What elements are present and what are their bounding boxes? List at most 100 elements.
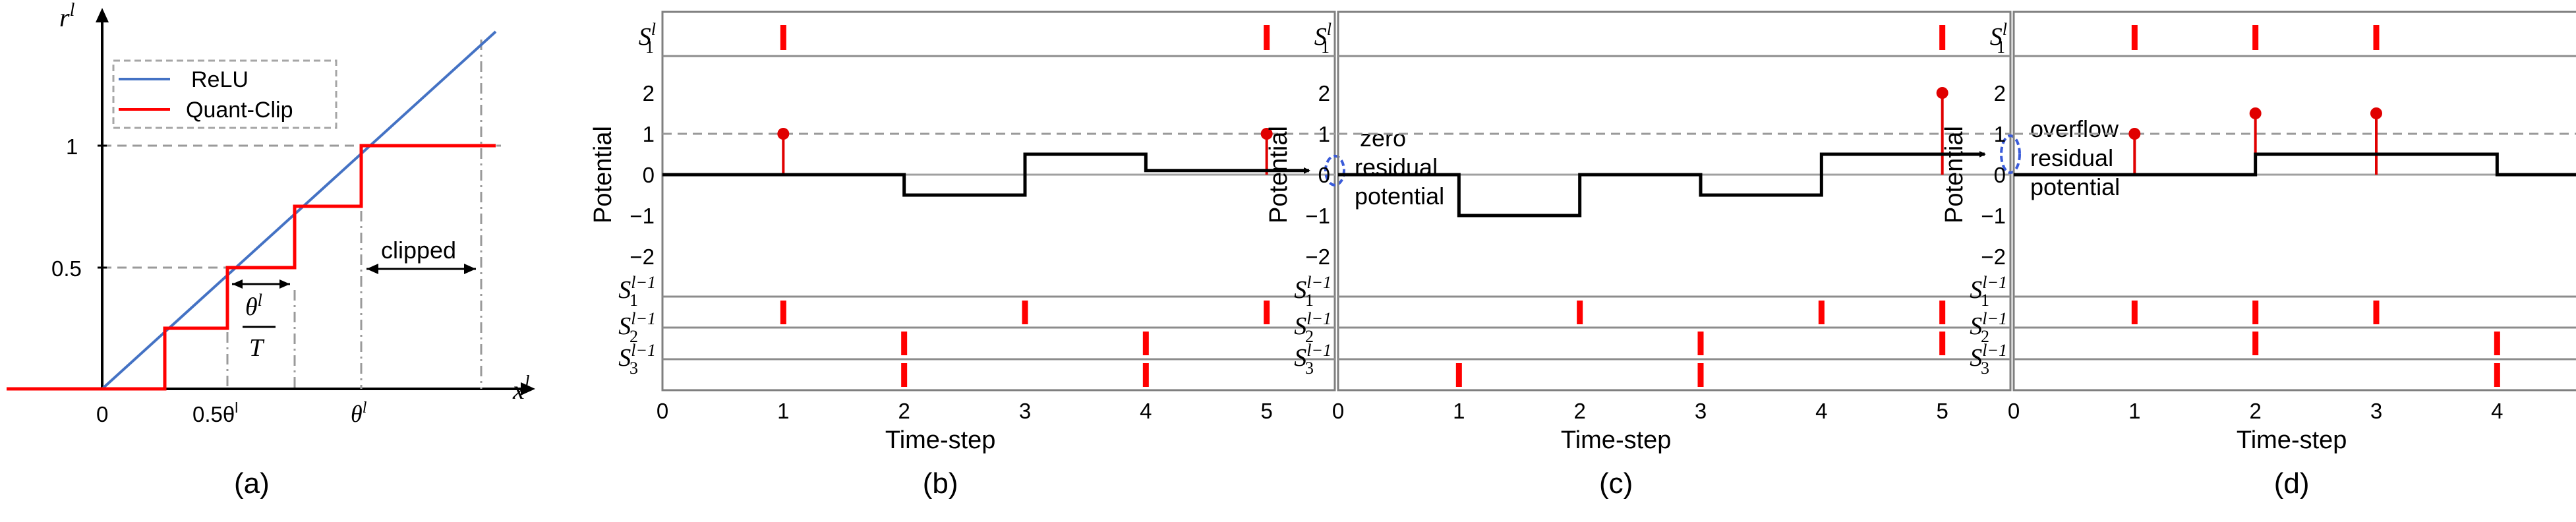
- input-spike: [2494, 363, 2500, 387]
- input-spike: [1697, 332, 1704, 355]
- membrane-potential-line: [662, 152, 1310, 197]
- output-spike-row-label: Sl 1: [1990, 20, 2007, 57]
- panel-a-legend-relu-label: ReLU: [191, 67, 249, 92]
- annotation-line: residual: [2030, 144, 2113, 171]
- y-tick-label: −1: [1305, 204, 1330, 228]
- panel-caption: (c): [1599, 467, 1633, 500]
- membrane-potential-line: [2014, 152, 2576, 177]
- x-tick-label: 4: [1140, 399, 1152, 423]
- potential-axis-label: Potential: [1941, 126, 1968, 223]
- panel-a-legend-box: [112, 59, 337, 129]
- input-spike: [2494, 332, 2500, 355]
- x-tick-label: 4: [1815, 399, 1827, 423]
- x-tick-label: 3: [1695, 399, 1707, 423]
- residual-marker-ellipse: [2000, 134, 2021, 174]
- input-row-label: Sl−1 1: [618, 273, 656, 310]
- panel-a-xtick-theta-label: θl: [351, 399, 367, 427]
- input-row-label: Sl−1 3: [1970, 341, 2007, 378]
- output-spike-row-label: Sl 1: [1314, 20, 1332, 57]
- input-row-label: Sl−1 2: [1970, 309, 2007, 346]
- panel-b: Sl 1 2 1 0 −1 −2 Potential zeroresidualpotential…: [589, 11, 1444, 500]
- fire-marker: [2128, 128, 2141, 140]
- panel-a-ytick-1-label: 1: [66, 134, 78, 159]
- panel-a-step-label-den: T: [249, 334, 265, 362]
- membrane-potential-line: [1338, 151, 1986, 218]
- panel-frame: [2012, 11, 2576, 392]
- annotation-line: potential: [2030, 173, 2120, 200]
- x-tick-label: 5: [1936, 399, 1948, 423]
- y-tick-label: 1: [1318, 122, 1330, 146]
- panel-a-y-axis-label: rl: [59, 0, 75, 32]
- input-spike: [1577, 301, 1583, 324]
- x-tick-label: 1: [2128, 399, 2140, 423]
- panel-a-y-arrowhead: [96, 8, 109, 22]
- input-spike: [1939, 332, 1946, 355]
- x-axis-label: Time-step: [885, 426, 996, 454]
- x-tick-label: 2: [2249, 399, 2261, 423]
- panel-a-ytick-05-label: 0.5: [51, 256, 82, 281]
- panel-a-xtick-05-label: 0.5θl: [192, 399, 238, 426]
- input-spike: [2252, 332, 2259, 355]
- y-tick-label: 2: [1994, 81, 2006, 105]
- panel-d: Sl1210−1−2Potentialnegativeresidualpoten…: [1941, 11, 2576, 500]
- panel-a-legend-quantclip-label: Quant-Clip: [186, 98, 293, 123]
- y-tick-label: −2: [1981, 245, 2006, 269]
- x-tick-label: 0: [2008, 399, 2020, 423]
- fire-marker: [2370, 107, 2382, 119]
- input-spike: [1264, 301, 1270, 324]
- y-tick-label: −2: [1305, 245, 1330, 269]
- output-spike: [2252, 25, 2259, 50]
- input-spike: [901, 363, 908, 387]
- input-spike: [901, 332, 908, 355]
- input-row-label: Sl−1 3: [618, 341, 656, 378]
- x-tick-label: 3: [2370, 399, 2382, 423]
- panel-a-caption: (a): [234, 467, 270, 500]
- panel-a-clipped-arrow-left: [366, 264, 378, 274]
- input-row-label: Sl−1 3: [1294, 341, 1332, 378]
- panel-frame: [661, 11, 1336, 392]
- y-tick-label: 1: [643, 122, 655, 146]
- input-spike: [1142, 332, 1149, 355]
- x-tick-label: 4: [2491, 399, 2503, 423]
- y-tick-label: 2: [643, 81, 655, 105]
- fire-marker: [1260, 128, 1273, 140]
- input-spike: [1939, 301, 1946, 324]
- x-tick-label: 5: [1260, 399, 1272, 423]
- x-tick-label: 2: [1573, 399, 1585, 423]
- x-tick-label: 0: [657, 399, 668, 423]
- residual-marker-ellipse: [1324, 154, 1345, 187]
- input-row-label: Sl−1 2: [618, 309, 656, 346]
- panel-caption: (d): [2274, 467, 2310, 500]
- y-tick-label: −1: [629, 204, 655, 228]
- x-tick-label: 0: [1332, 399, 1344, 423]
- y-tick-label: 2: [1318, 81, 1330, 105]
- panel-a-x-axis-label: xl: [512, 372, 530, 405]
- input-row-label: Sl−1 1: [1294, 273, 1332, 310]
- potential-axis-label: Potential: [1265, 126, 1293, 223]
- output-spike: [1939, 25, 1946, 50]
- panel-a-step-arrow-left: [232, 279, 243, 289]
- input-spike: [1142, 363, 1149, 387]
- annotation-line: potential: [1355, 183, 1444, 210]
- output-spike: [1264, 25, 1270, 50]
- annotation-line: overflow: [2030, 115, 2119, 142]
- x-tick-label: 1: [777, 399, 789, 423]
- input-spike: [1022, 301, 1028, 324]
- x-axis-label: Time-step: [2237, 426, 2347, 454]
- fire-marker: [1936, 87, 1948, 99]
- x-tick-label: 1: [1453, 399, 1465, 423]
- input-spike: [2131, 301, 2138, 324]
- output-spike: [2373, 25, 2380, 50]
- output-spike-row-label: Sl 1: [639, 20, 656, 57]
- input-row-label: Sl−1 1: [1970, 273, 2007, 310]
- output-spike: [2131, 25, 2138, 50]
- panel-a-step-arrow-right: [279, 279, 290, 289]
- panel-a-quantclip-staircase: [7, 144, 496, 391]
- y-tick-label: 0: [643, 163, 655, 187]
- y-tick-label: 0: [1318, 163, 1330, 187]
- panel-a-step-label-num: θl: [245, 291, 262, 321]
- y-tick-label: 0: [1994, 163, 2006, 187]
- potential-axis-label: Potential: [589, 126, 617, 223]
